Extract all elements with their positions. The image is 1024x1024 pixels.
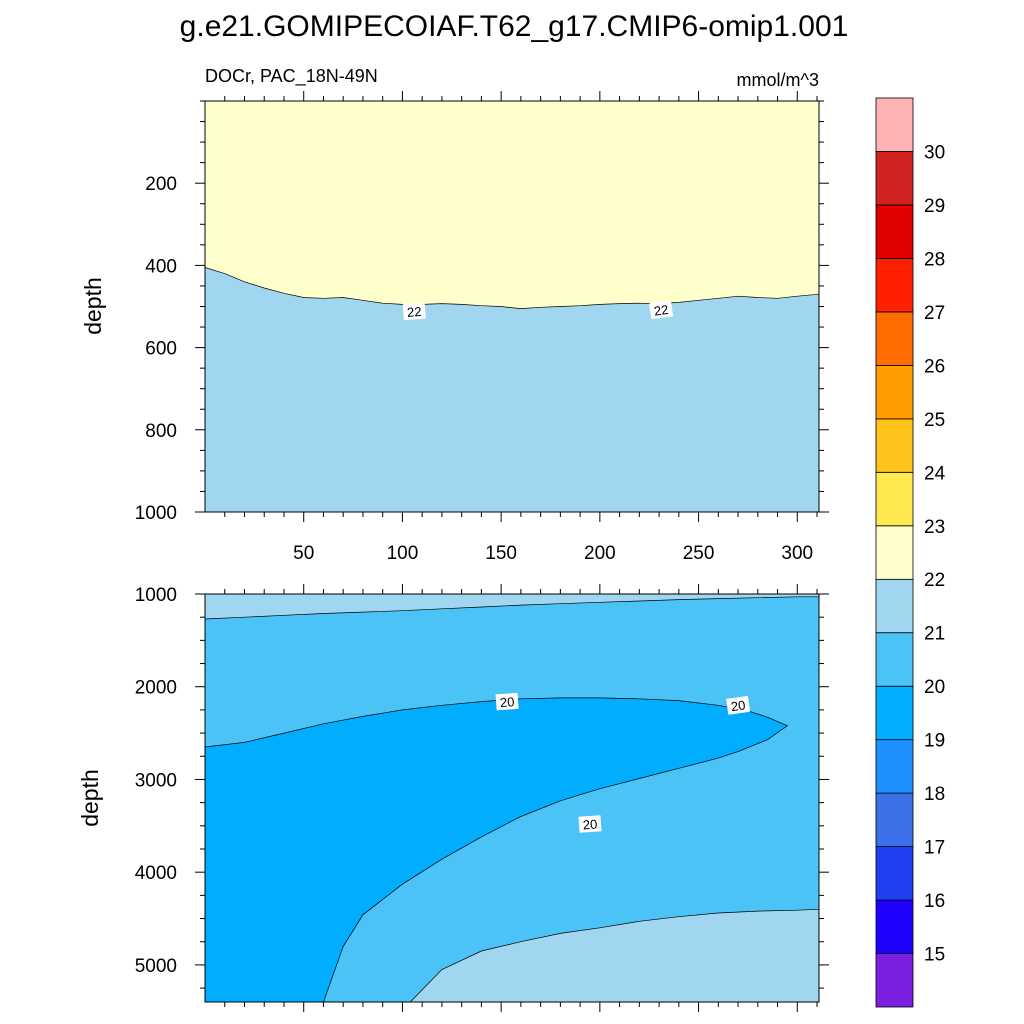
colorbar-swatch [875, 792, 914, 847]
y-axis-label-lower: depth [77, 769, 103, 827]
contour-fills [205, 594, 819, 1002]
colorbar-label: 19 [924, 731, 945, 752]
chart-title: g.e21.GOMIPECOIAF.T62_g17.CMIP6-omip1.00… [180, 10, 849, 43]
contour-line-21-2 [410, 908, 819, 1002]
y-tick-label: 1000 [135, 585, 177, 606]
upper-panel: 22 22 50 100 150 200 250 300 200 400 600 800 1000 [135, 91, 829, 564]
colorbar-label: 17 [924, 838, 945, 859]
y-tick-label: 3000 [135, 770, 177, 791]
contour-label-box [649, 300, 674, 320]
colorbar-swatch [875, 632, 914, 687]
colorbar-label: 27 [924, 303, 945, 324]
colorbar-swatch [875, 685, 914, 741]
y-tick-label: 600 [145, 339, 177, 360]
y-tick-label: 800 [145, 421, 177, 442]
colorbar-swatch [875, 846, 914, 901]
colorbar-label: 22 [924, 570, 945, 591]
contour-label: 20 [578, 815, 602, 833]
colorbar-swatch [875, 204, 914, 259]
region-21-22-top [205, 594, 819, 619]
y-axis-label-upper: depth [80, 277, 106, 335]
y-tick-label: 1000 [135, 503, 177, 524]
colorbar-swatch [875, 97, 914, 152]
x-tick-label: 100 [387, 543, 419, 564]
colorbar-label: 24 [924, 463, 946, 484]
colorbar-swatch [875, 953, 914, 1008]
x-tick-label: 150 [485, 543, 517, 564]
lower-panel: 20 20 20 1000 2000 3000 4000 5000 [135, 584, 829, 1012]
contour-line-21-0 [205, 596, 819, 620]
colorbar-swatch [875, 471, 914, 527]
contour-label-text: 20 [582, 817, 597, 833]
subtitle-right: mmol/m^3 [737, 70, 819, 90]
y-tick-label: 5000 [135, 956, 177, 977]
x-tick-label: 200 [584, 543, 616, 564]
contour-label: 20 [726, 695, 751, 715]
colorbar-label: 15 [924, 945, 945, 966]
contour-label-text: 22 [653, 302, 669, 319]
contour-label: 22 [649, 300, 674, 320]
colorbar-swatch [875, 311, 914, 366]
colorbar-swatch [875, 739, 914, 794]
contour-label-box [726, 695, 751, 715]
colorbar-label: 21 [924, 624, 945, 645]
contour-label-box [402, 302, 426, 321]
colorbar-label: 28 [924, 249, 945, 270]
region-19-20 [205, 697, 788, 1002]
colorbar-label: 26 [924, 356, 945, 377]
subtitle-left: DOCr, PAC_18N-49N [205, 66, 378, 87]
colorbar-swatch [875, 525, 914, 580]
contour-label-text: 20 [499, 694, 514, 710]
contour-label-box [495, 692, 519, 711]
colorbar-label: 23 [924, 517, 945, 538]
plot-frame [204, 593, 820, 1003]
x-tick-label: 50 [293, 543, 314, 564]
contour-fills [205, 101, 819, 512]
contour-label-box [578, 815, 602, 833]
y-tick-label: 200 [145, 174, 177, 195]
colorbar-label: 30 [924, 143, 945, 164]
contour-label: 20 [495, 692, 519, 711]
colorbar-swatch [875, 899, 914, 954]
contour-label: 22 [402, 302, 426, 321]
colorbar-label: 16 [924, 891, 945, 912]
contour-line-20-1 [205, 697, 789, 1002]
colorbar-label: 29 [924, 196, 945, 217]
colorbar-label: 25 [924, 410, 945, 431]
colorbar-label: 20 [924, 677, 945, 698]
colorbar-swatch [875, 151, 914, 206]
colorbar-swatch [875, 578, 914, 634]
contour-label-text: 22 [407, 304, 422, 320]
colorbar-swatch [875, 364, 914, 420]
x-tick-label: 250 [683, 543, 715, 564]
region-21-22 [205, 267, 819, 512]
y-tick-label: 400 [145, 256, 177, 277]
colorbar: 15 16 17 18 19 20 21 22 23 24 25 26 27 28 29 30 [875, 97, 946, 1008]
region-21-22-bottom [410, 909, 819, 1002]
contour-label-text: 20 [730, 697, 746, 714]
colorbar-swatch [875, 257, 914, 313]
x-tick-label: 300 [781, 543, 813, 564]
y-tick-label: 2000 [135, 678, 177, 699]
colorbar-swatch [875, 418, 914, 473]
contour-line-22 [205, 267, 819, 309]
y-tick-label: 4000 [135, 863, 177, 884]
colorbar-label: 18 [924, 784, 945, 805]
